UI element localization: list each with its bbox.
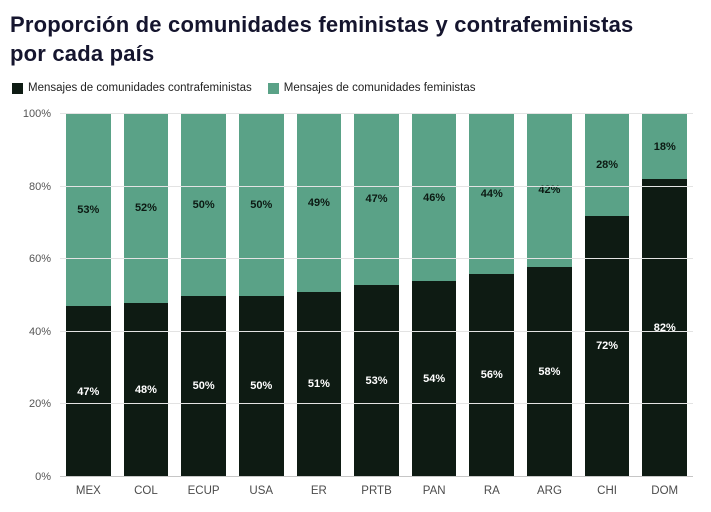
legend-label: Mensajes de comunidades feministas xyxy=(283,82,476,95)
segment-contrafeministas[interactable]: 50% xyxy=(181,295,226,478)
segment-feministas[interactable]: 18% xyxy=(642,114,688,180)
x-axis-label-dom: DOM xyxy=(651,485,679,498)
segment-feministas[interactable]: 42% xyxy=(527,114,572,267)
bar-col[interactable]: 52% 48% xyxy=(123,114,169,478)
bar-chi[interactable]: 28% 72% xyxy=(584,114,630,478)
bar-ecup[interactable]: 50% 50% xyxy=(181,114,226,478)
gridline xyxy=(60,258,693,260)
bar-ra[interactable]: 44% 56% xyxy=(469,114,515,478)
bar-er[interactable]: 49% 51% xyxy=(296,114,342,478)
legend: Mensajes de comunidades contrafeministas… xyxy=(12,82,697,94)
segment-feministas[interactable]: 47% xyxy=(354,114,399,285)
chart-title: Proporción de comunidades feministas y c… xyxy=(10,12,634,67)
x-axis-label-col: COL xyxy=(134,485,158,498)
segment-feministas[interactable]: 28% xyxy=(584,114,630,216)
segment-contrafeministas[interactable]: 53% xyxy=(354,284,399,478)
bar-mex[interactable]: 53% 47% xyxy=(66,114,111,478)
segment-contrafeministas[interactable]: 58% xyxy=(527,266,572,478)
legend-label: Mensajes de comunidades contrafeministas xyxy=(28,82,252,95)
x-axis-label-arg: ARG xyxy=(536,485,562,498)
y-axis-tick: 40% xyxy=(28,325,51,338)
segment-contrafeministas[interactable]: 54% xyxy=(411,281,457,478)
y-axis-tick: 20% xyxy=(28,398,51,411)
bar-pan[interactable]: 46% 54% xyxy=(411,114,457,478)
segment-feministas[interactable]: 50% xyxy=(238,114,284,296)
y-axis-tick: 0% xyxy=(35,471,51,484)
segment-contrafeministas[interactable]: 56% xyxy=(469,273,515,478)
plot-area: 53% 47% 52% 48% 50% 50% 50% 50% 49% 51% 47% 53% 46% 5… xyxy=(60,113,693,478)
segment-feministas[interactable]: 50% xyxy=(181,114,226,296)
bars-container: 53% 47% 52% 48% 50% 50% 50% 50% 49% 51% 47% 53% 46% 5… xyxy=(60,114,693,478)
legend-swatch-icon xyxy=(12,82,23,94)
x-axis-label-ecup: ECUP xyxy=(187,485,220,498)
bar-usa[interactable]: 50% 50% xyxy=(238,114,284,478)
segment-feministas[interactable]: 44% xyxy=(469,114,515,274)
gridline xyxy=(60,185,693,187)
legend-item[interactable]: Mensajes de comunidades contrafeministas xyxy=(12,82,252,94)
segment-contrafeministas[interactable]: 72% xyxy=(584,215,630,478)
gridline xyxy=(60,476,693,478)
x-axis-label-prtb: PRTB xyxy=(361,485,392,498)
x-axis-label-er: ER xyxy=(310,485,327,498)
gridline xyxy=(60,403,693,405)
y-axis-tick: 100% xyxy=(22,108,51,121)
x-axis-label-mex: MEX xyxy=(75,485,101,498)
stacked-bar-chart: 0% 20% 40% 60% 80% 100% 53% 47% 52% 48% 50% 50% 50%… xyxy=(10,108,697,483)
bar-prtb[interactable]: 47% 53% xyxy=(354,114,399,478)
x-axis-label-ra: RA xyxy=(483,485,500,498)
segment-feministas[interactable]: 46% xyxy=(411,114,457,282)
legend-swatch-icon xyxy=(267,82,279,94)
segment-feministas[interactable]: 53% xyxy=(66,114,111,307)
y-axis-tick: 60% xyxy=(28,253,51,266)
segment-feministas[interactable]: 52% xyxy=(123,114,169,303)
segment-contrafeministas[interactable]: 50% xyxy=(238,295,284,478)
segment-contrafeministas[interactable]: 51% xyxy=(296,291,342,478)
gridline xyxy=(60,113,693,115)
y-axis-tick: 80% xyxy=(28,180,51,193)
segment-contrafeministas[interactable]: 47% xyxy=(66,306,111,478)
segment-contrafeministas[interactable]: 48% xyxy=(123,302,169,478)
segment-feministas[interactable]: 49% xyxy=(296,114,342,292)
x-axis: MEX COL ECUP USA ER PRTB PAN RA ARG CHI DOM xyxy=(60,477,693,497)
x-axis-label-pan: PAN xyxy=(422,485,446,498)
bar-dom[interactable]: 18% 82% xyxy=(642,114,688,478)
segment-contrafeministas[interactable]: 82% xyxy=(642,179,688,478)
x-axis-label-chi: CHI xyxy=(597,485,617,498)
gridline xyxy=(60,330,693,332)
bar-arg[interactable]: 42% 58% xyxy=(527,114,572,478)
x-axis-label-usa: USA xyxy=(249,485,274,498)
legend-item[interactable]: Mensajes de comunidades feministas xyxy=(267,82,476,95)
y-axis: 0% 20% 40% 60% 80% 100% xyxy=(10,108,60,483)
chart-card: Proporción de comunidades feministas y c… xyxy=(10,12,697,497)
